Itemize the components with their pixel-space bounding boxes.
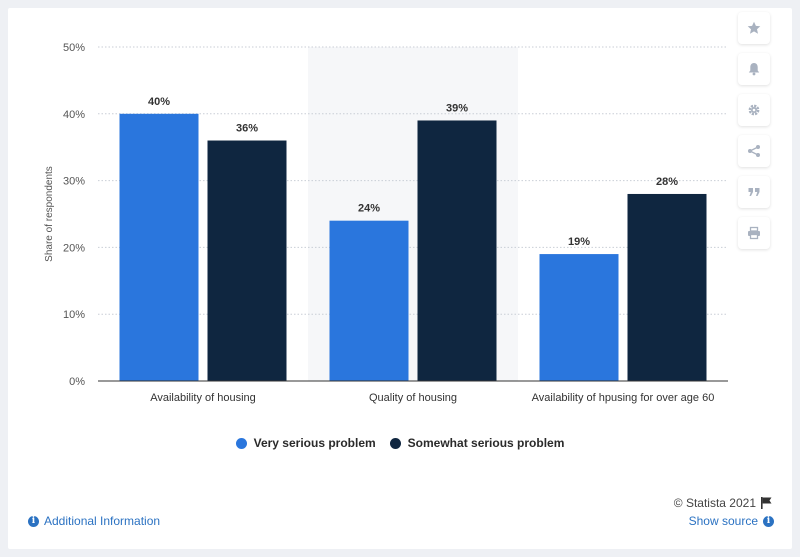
bell-icon — [748, 63, 760, 76]
side-toolbar — [738, 12, 770, 249]
copyright: © Statista 2021 — [674, 496, 772, 510]
flag-icon[interactable] — [761, 497, 772, 509]
y-tick-label: 40% — [63, 109, 85, 121]
bar-chart: 0% 10% 20% 30% 40% 50% Share of respondents 40%… — [44, 42, 728, 404]
show-source-label: Show source — [688, 514, 758, 528]
bar-value-label: 40% — [148, 96, 170, 108]
x-tick-label: Quality of housing — [369, 392, 457, 404]
bar — [119, 113, 199, 382]
x-tick-label: Availability of housing — [150, 392, 256, 404]
gear-icon — [748, 104, 760, 116]
x-tick-label: Availability of hpusing for over age 60 — [532, 392, 715, 404]
y-axis-label: Share of respondents — [44, 166, 55, 262]
share-icon — [748, 145, 760, 157]
favorite-button[interactable] — [738, 12, 770, 44]
star-icon — [747, 21, 761, 34]
bar-value-label: 39% — [446, 102, 468, 114]
bar-value-label: 24% — [358, 203, 380, 215]
info-icon: i — [763, 515, 774, 527]
bar — [627, 193, 707, 381]
bar — [539, 254, 619, 381]
legend-item-very-serious[interactable]: Very serious problem — [235, 436, 376, 450]
bar — [207, 140, 287, 381]
y-tick-label: 30% — [63, 176, 85, 188]
quote-icon — [748, 188, 760, 196]
additional-information-label: Additional Information — [44, 514, 161, 528]
legend: Very serious problem Somewhat serious pr… — [8, 436, 792, 450]
print-button[interactable] — [738, 217, 770, 249]
legend-label-very-serious: Very serious problem — [253, 436, 376, 450]
legend-item-somewhat-serious[interactable]: Somewhat serious problem — [389, 436, 565, 450]
share-button[interactable] — [738, 135, 770, 167]
y-tick-label: 50% — [63, 42, 85, 54]
chart-card: 0% 10% 20% 30% 40% 50% Share of respondents 40%… — [8, 8, 792, 549]
y-tick-label: 0% — [69, 376, 85, 388]
print-icon — [748, 226, 760, 240]
notification-button[interactable] — [738, 53, 770, 85]
y-tick-label: 20% — [63, 242, 85, 254]
y-tick-label: 10% — [63, 309, 85, 321]
bar — [417, 120, 497, 381]
bar-value-label: 36% — [236, 123, 258, 135]
additional-information-link[interactable]: i Additional Information — [28, 514, 160, 528]
bar-value-label: 28% — [656, 176, 678, 188]
show-source-link[interactable]: Show source i — [689, 514, 774, 528]
bar-value-label: 19% — [568, 236, 590, 248]
legend-label-somewhat-serious: Somewhat serious problem — [407, 436, 565, 450]
legend-dot-very-serious — [235, 437, 247, 449]
copyright-text: © Statista 2021 — [673, 496, 756, 510]
settings-button[interactable] — [738, 94, 770, 126]
info-icon: i — [28, 515, 39, 527]
cite-button[interactable] — [738, 176, 770, 208]
bar — [329, 220, 409, 381]
legend-dot-somewhat-serious — [389, 437, 401, 449]
